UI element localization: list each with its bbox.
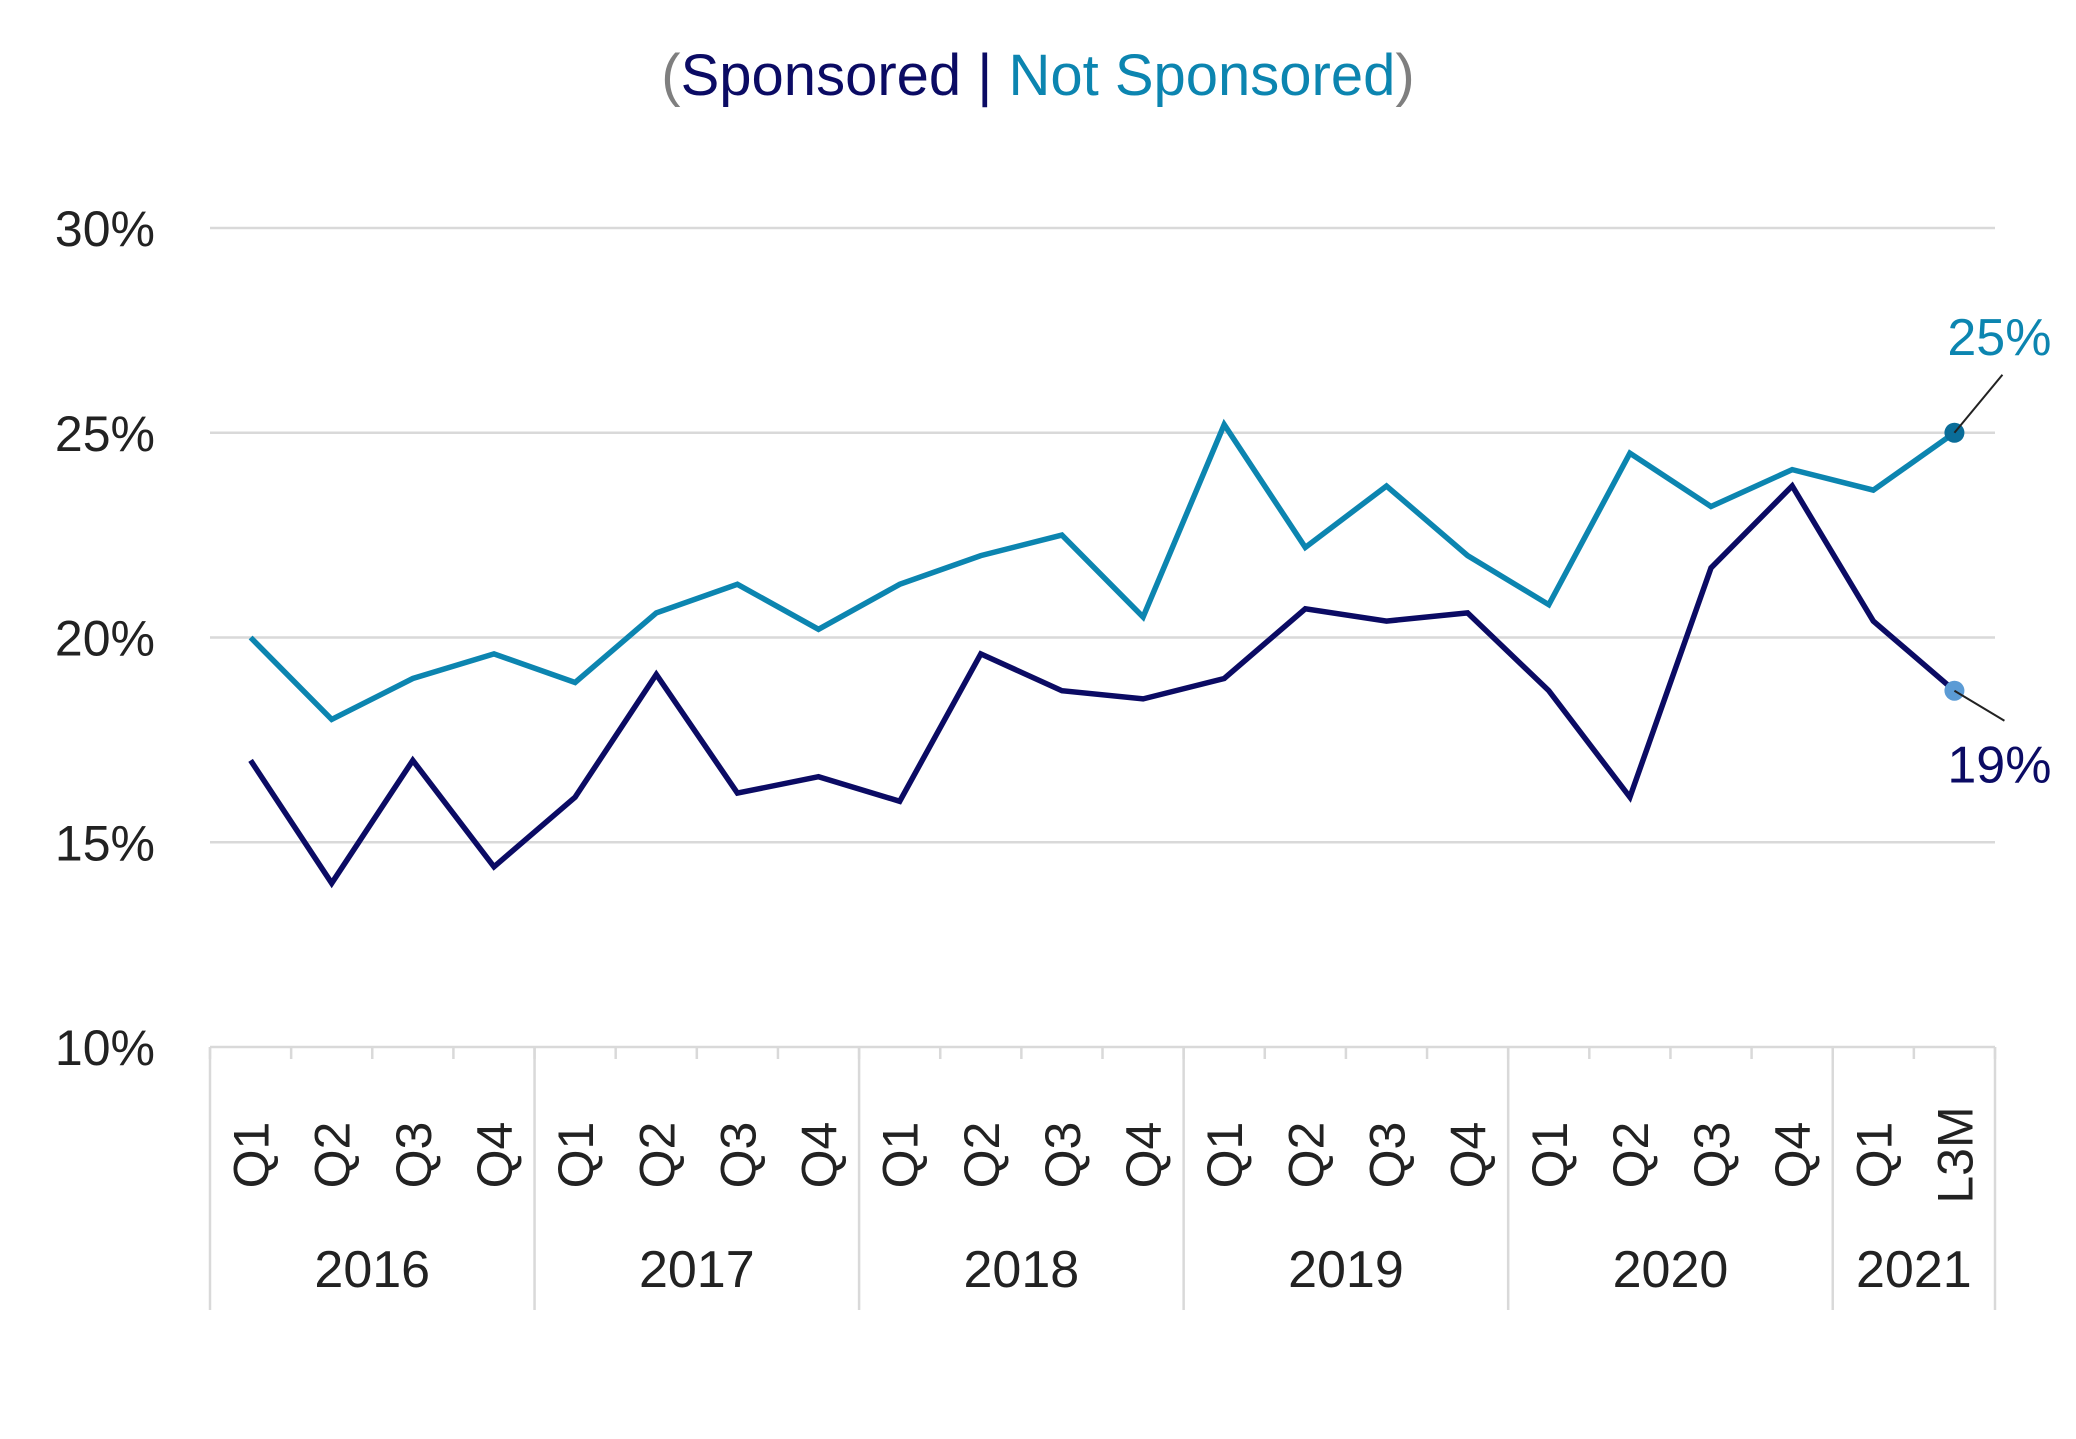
x-tick-label: Q2 xyxy=(1603,1122,1659,1189)
y-tick-label: 20% xyxy=(55,611,155,667)
x-axis: 2016 2017 2018 2019 2020 2021 Q1 Q2 Q3 Q4 Q1 Q2 Q3 Q4… xyxy=(208,1045,1997,1310)
gridlines xyxy=(210,226,1995,844)
group-label: 2020 xyxy=(1613,1241,1729,1299)
end-label: 25% xyxy=(1947,309,2051,367)
x-tick-label: Q4 xyxy=(1765,1122,1821,1189)
y-tick-label: 25% xyxy=(55,406,155,462)
x-tick-label: Q3 xyxy=(386,1122,442,1189)
x-tick-label: Q3 xyxy=(710,1122,766,1189)
x-tick-label: Q3 xyxy=(1359,1122,1415,1189)
series-line-not-sponsored xyxy=(248,418,1956,723)
leader-line xyxy=(1953,689,2005,722)
y-axis-ticks: 10% 15% 20% 25% 30% xyxy=(55,201,155,1076)
end-labels: 19% 25% xyxy=(1947,309,2051,795)
x-tick-label: Q4 xyxy=(1441,1122,1497,1189)
title-separator: | xyxy=(961,43,1008,108)
end-label: 19% xyxy=(1947,737,2051,795)
title-sponsored: Sponsored xyxy=(681,43,962,108)
x-tick-label: Q2 xyxy=(629,1122,685,1189)
leader-line xyxy=(1953,374,2004,434)
x-tick-label: Q1 xyxy=(1522,1122,1578,1189)
x-tick-label: Q4 xyxy=(1116,1122,1172,1189)
series-line-sponsored xyxy=(248,481,1957,889)
y-tick-label: 10% xyxy=(55,1020,155,1076)
x-tick-label: Q3 xyxy=(1684,1122,1740,1189)
title-paren-open: ( xyxy=(661,43,680,108)
title-paren-close: ) xyxy=(1395,43,1414,108)
x-tick-label: Q1 xyxy=(224,1122,280,1189)
x-tick-label: Q4 xyxy=(467,1122,523,1189)
group-label: 2021 xyxy=(1856,1241,1972,1299)
x-tick-label: Q1 xyxy=(1846,1122,1902,1189)
x-tick-label: Q1 xyxy=(873,1122,929,1189)
title-not-sponsored: Not Sponsored xyxy=(1008,43,1395,108)
group-label: 2018 xyxy=(964,1241,1080,1299)
x-tick-label: L3M xyxy=(1927,1106,1983,1203)
x-tick-label: Q2 xyxy=(1278,1122,1334,1189)
x-tick-label: Q1 xyxy=(548,1122,604,1189)
y-tick-label: 30% xyxy=(55,201,155,257)
x-tick-label: Q4 xyxy=(792,1122,848,1189)
x-tick-label: Q1 xyxy=(1197,1122,1253,1189)
group-label: 2016 xyxy=(314,1241,430,1299)
group-label: 2019 xyxy=(1288,1241,1404,1299)
x-tick-label: Q2 xyxy=(305,1122,361,1189)
y-tick-label: 15% xyxy=(55,815,155,871)
chart-title: (Sponsored | Not Sponsored) xyxy=(661,43,1414,108)
x-tick-label: Q3 xyxy=(1035,1122,1091,1189)
group-label: 2017 xyxy=(639,1241,755,1299)
series-lines xyxy=(248,418,1965,889)
x-tick-label: Q2 xyxy=(954,1122,1010,1189)
